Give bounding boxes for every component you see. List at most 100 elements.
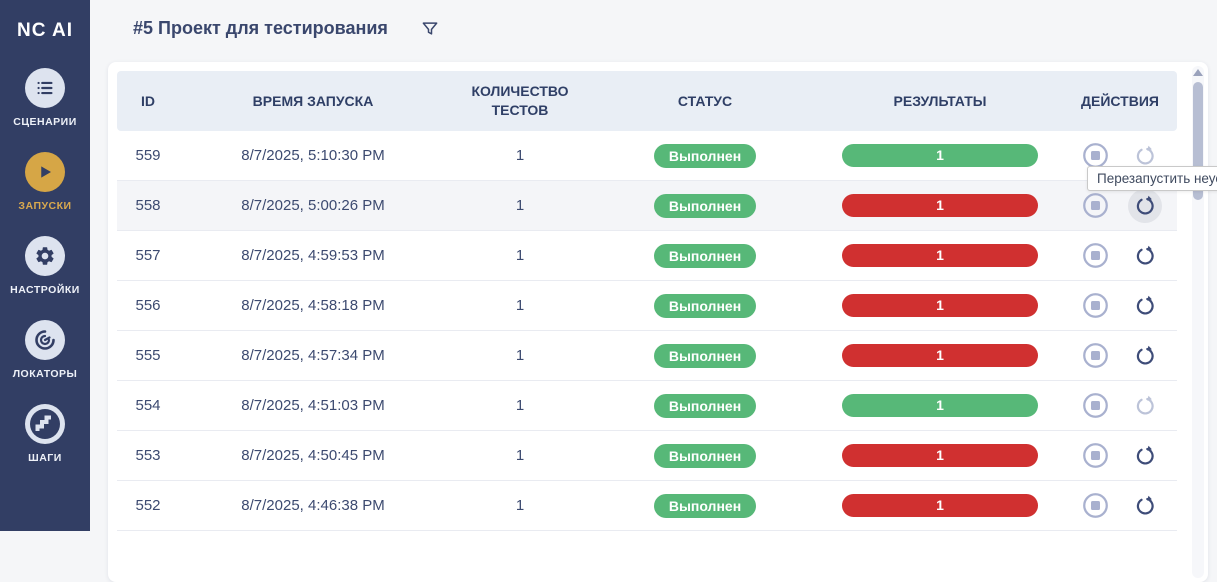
stop-button[interactable] [1078,389,1112,423]
run-test-count: 1 [447,197,593,214]
results-bar[interactable]: 1 [842,494,1038,517]
sidebar-item-settings[interactable]: НАСТРОЙКИ [10,236,80,296]
sidebar-item-scenarios[interactable]: СЦЕНАРИИ [13,68,77,128]
results-bar[interactable]: 1 [842,344,1038,367]
table-row: 555 8/7/2025, 4:57:34 PM 1 Выполнен 1 [117,331,1177,381]
results-cell: 1 [817,244,1063,267]
results-bar[interactable]: 1 [842,444,1038,467]
restart-failed-button[interactable] [1128,289,1162,323]
stop-button[interactable] [1078,489,1112,523]
status-badge: Выполнен [654,244,756,268]
run-start-time: 8/7/2025, 4:57:34 PM [179,347,447,364]
run-id: 555 [117,347,179,364]
run-test-count: 1 [447,297,593,314]
run-test-count: 1 [447,497,593,514]
scroll-up-arrow[interactable] [1193,69,1203,76]
restart-failed-button[interactable] [1128,389,1162,423]
run-id: 552 [117,497,179,514]
sidebar-item-label: СЦЕНАРИИ [13,116,77,128]
status-badge: Выполнен [654,144,756,168]
sidebar-item-locators[interactable]: ЛОКАТОРЫ [13,320,78,380]
sidebar-item-steps[interactable]: ШАГИ [25,404,65,464]
run-id: 559 [117,147,179,164]
results-cell: 1 [817,194,1063,217]
column-header-start-time: ВРЕМЯ ЗАПУСКА [179,92,447,111]
results-cell: 1 [817,394,1063,417]
results-bar[interactable]: 1 [842,194,1038,217]
app-logo: NC AI [17,20,73,42]
table-row: 552 8/7/2025, 4:46:38 PM 1 Выполнен 1 [117,481,1177,531]
run-id: 554 [117,397,179,414]
table-row: 559 8/7/2025, 5:10:30 PM 1 Выполнен 1 [117,131,1177,181]
sidebar-item-label: ЗАПУСКИ [18,200,71,212]
restart-failed-button[interactable] [1128,189,1162,223]
column-header-test-count: КОЛИЧЕСТВО ТЕСТОВ [447,82,593,120]
run-test-count: 1 [447,147,593,164]
status-cell: Выполнен [593,194,817,218]
actions-cell [1063,489,1177,523]
stop-button[interactable] [1078,339,1112,373]
run-test-count: 1 [447,247,593,264]
results-bar[interactable]: 1 [842,144,1038,167]
results-bar[interactable]: 1 [842,394,1038,417]
restart-failed-button[interactable] [1128,239,1162,273]
actions-cell [1063,289,1177,323]
status-cell: Выполнен [593,244,817,268]
stop-button[interactable] [1078,189,1112,223]
sidebar-item-label: НАСТРОЙКИ [10,284,80,296]
results-cell: 1 [817,294,1063,317]
actions-cell [1063,239,1177,273]
run-start-time: 8/7/2025, 5:10:30 PM [179,147,447,164]
stop-button[interactable] [1078,289,1112,323]
run-start-time: 8/7/2025, 4:59:53 PM [179,247,447,264]
results-bar[interactable]: 1 [842,244,1038,267]
run-start-time: 8/7/2025, 4:50:45 PM [179,447,447,464]
column-header-results: РЕЗУЛЬТАТЫ [817,92,1063,111]
status-cell: Выполнен [593,294,817,318]
restart-failed-button[interactable] [1128,489,1162,523]
actions-cell [1063,389,1177,423]
restart-failed-button[interactable] [1128,339,1162,373]
table-body: 559 8/7/2025, 5:10:30 PM 1 Выполнен 1 [117,131,1177,531]
status-badge: Выполнен [654,494,756,518]
status-cell: Выполнен [593,344,817,368]
results-cell: 1 [817,444,1063,467]
run-start-time: 8/7/2025, 4:51:03 PM [179,397,447,414]
sidebar-item-runs[interactable]: ЗАПУСКИ [18,152,71,212]
results-cell: 1 [817,494,1063,517]
page-title: #5 Проект для тестирования [133,18,388,39]
run-id: 556 [117,297,179,314]
status-badge: Выполнен [654,294,756,318]
stop-button[interactable] [1078,239,1112,273]
run-start-time: 8/7/2025, 4:58:18 PM [179,297,447,314]
table-row: 554 8/7/2025, 4:51:03 PM 1 Выполнен 1 [117,381,1177,431]
sidebar: NC AI СЦЕНАРИИ ЗАПУСКИ НАСТРОЙКИ [0,0,90,531]
results-bar[interactable]: 1 [842,294,1038,317]
run-id: 558 [117,197,179,214]
run-id: 557 [117,247,179,264]
status-badge: Выполнен [654,394,756,418]
scrollbar[interactable] [1192,66,1204,578]
sidebar-item-label: ШАГИ [28,452,62,464]
results-cell: 1 [817,144,1063,167]
actions-cell [1063,189,1177,223]
stop-button[interactable] [1078,439,1112,473]
run-start-time: 8/7/2025, 4:46:38 PM [179,497,447,514]
scenarios-list-icon [25,68,65,108]
table-row: 558 8/7/2025, 5:00:26 PM 1 Выполнен 1 [117,181,1177,231]
filter-funnel-icon[interactable] [420,19,440,39]
status-cell: Выполнен [593,444,817,468]
restart-tooltip: Перезапустить неуспешные задачи [1087,166,1217,191]
status-badge: Выполнен [654,194,756,218]
column-header-id: ID [117,92,179,111]
run-start-time: 8/7/2025, 5:00:26 PM [179,197,447,214]
table-row: 553 8/7/2025, 4:50:45 PM 1 Выполнен 1 [117,431,1177,481]
runs-table-card: ID ВРЕМЯ ЗАПУСКА КОЛИЧЕСТВО ТЕСТОВ СТАТУ… [108,62,1208,582]
restart-failed-button[interactable] [1128,439,1162,473]
results-cell: 1 [817,344,1063,367]
page-header: #5 Проект для тестирования [133,18,440,39]
main-content: #5 Проект для тестирования ID ВРЕМЯ ЗАПУ… [90,0,1217,531]
table-row: 556 8/7/2025, 4:58:18 PM 1 Выполнен 1 [117,281,1177,331]
column-header-status: СТАТУС [593,92,817,111]
sidebar-item-label: ЛОКАТОРЫ [13,368,78,380]
